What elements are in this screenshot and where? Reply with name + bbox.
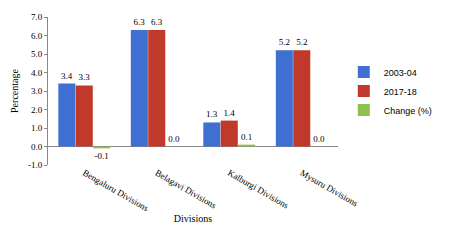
svg-text:5.0: 5.0 (31, 49, 43, 59)
svg-text:3.3: 3.3 (78, 72, 90, 82)
svg-text:1.4: 1.4 (223, 108, 235, 118)
svg-text:5.2: 5.2 (296, 37, 307, 47)
svg-text:2003-04: 2003-04 (384, 68, 417, 78)
svg-text:6.3: 6.3 (151, 17, 163, 27)
svg-text:0.0: 0.0 (168, 134, 180, 144)
svg-text:Percentage: Percentage (9, 69, 20, 113)
svg-text:3.4: 3.4 (61, 71, 73, 81)
svg-text:6.3: 6.3 (133, 17, 145, 27)
svg-text:Kalburgi Divisions: Kalburgi Divisions (226, 167, 291, 210)
svg-text:0.0: 0.0 (313, 134, 325, 144)
svg-text:1.3: 1.3 (206, 109, 218, 119)
svg-text:-0.1: -0.1 (95, 151, 109, 161)
svg-text:-1.0: -1.0 (28, 160, 43, 170)
svg-text:0.0: 0.0 (31, 142, 43, 152)
svg-text:2017-18: 2017-18 (384, 87, 417, 97)
svg-text:7.0: 7.0 (31, 12, 43, 22)
svg-text:Mysuru Divisions: Mysuru Divisions (299, 167, 361, 208)
svg-text:3.0: 3.0 (31, 86, 43, 96)
svg-text:6.0: 6.0 (31, 31, 43, 41)
svg-text:Divisions: Divisions (174, 213, 212, 224)
svg-text:0.1: 0.1 (241, 132, 252, 142)
svg-text:Bengaluru Divisions: Bengaluru Divisions (81, 167, 151, 213)
svg-text:4.0: 4.0 (31, 68, 43, 78)
svg-text:Belagavi Divisions: Belagavi Divisions (154, 167, 219, 210)
svg-text:Change (%): Change (%) (384, 106, 432, 116)
svg-text:1.0: 1.0 (31, 123, 43, 133)
svg-text:5.2: 5.2 (279, 37, 290, 47)
svg-text:2.0: 2.0 (31, 105, 43, 115)
